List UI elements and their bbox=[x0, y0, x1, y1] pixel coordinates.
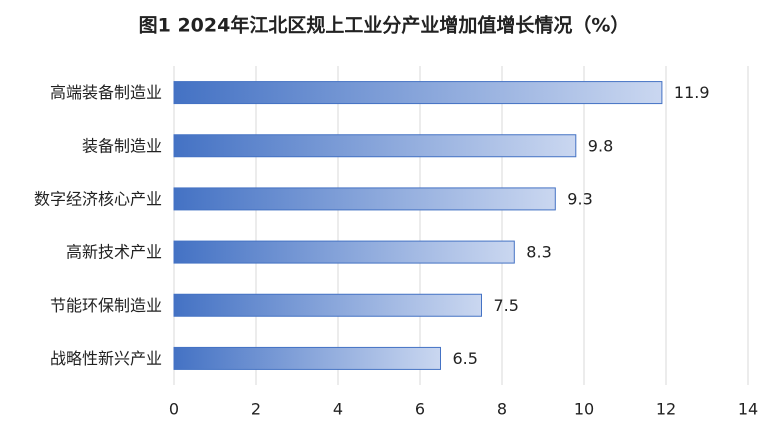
y-tick-label: 战略性新兴产业 bbox=[50, 349, 162, 368]
y-tick-label: 高新技术产业 bbox=[66, 243, 162, 262]
bar bbox=[173, 293, 482, 317]
x-tick-label: 12 bbox=[656, 400, 676, 419]
y-tick-label: 高端装备制造业 bbox=[50, 83, 162, 102]
x-tick-label: 14 bbox=[738, 400, 758, 419]
x-tick-label: 10 bbox=[574, 400, 594, 419]
bar bbox=[173, 346, 441, 370]
chart-title: 图1 2024年江北区规上工业分产业增加值增长情况（%） bbox=[139, 14, 630, 37]
x-tick-label: 8 bbox=[497, 400, 507, 419]
x-tick-label: 0 bbox=[169, 400, 179, 419]
bar bbox=[173, 134, 577, 158]
bar bbox=[173, 240, 515, 264]
value-label: 7.5 bbox=[494, 296, 519, 315]
value-label: 11.9 bbox=[674, 83, 710, 102]
y-tick-label: 装备制造业 bbox=[82, 136, 162, 155]
bar bbox=[173, 81, 663, 105]
y-tick-label: 数字经济核心产业 bbox=[34, 189, 162, 208]
y-tick-label: 节能环保制造业 bbox=[50, 296, 162, 315]
value-label: 9.8 bbox=[588, 136, 613, 155]
value-label: 8.3 bbox=[526, 243, 551, 262]
value-label: 6.5 bbox=[453, 349, 478, 368]
x-tick-label: 6 bbox=[415, 400, 425, 419]
x-tick-label: 4 bbox=[333, 400, 343, 419]
bar bbox=[173, 187, 556, 211]
value-label: 9.3 bbox=[567, 189, 592, 208]
x-tick-label: 2 bbox=[251, 400, 261, 419]
